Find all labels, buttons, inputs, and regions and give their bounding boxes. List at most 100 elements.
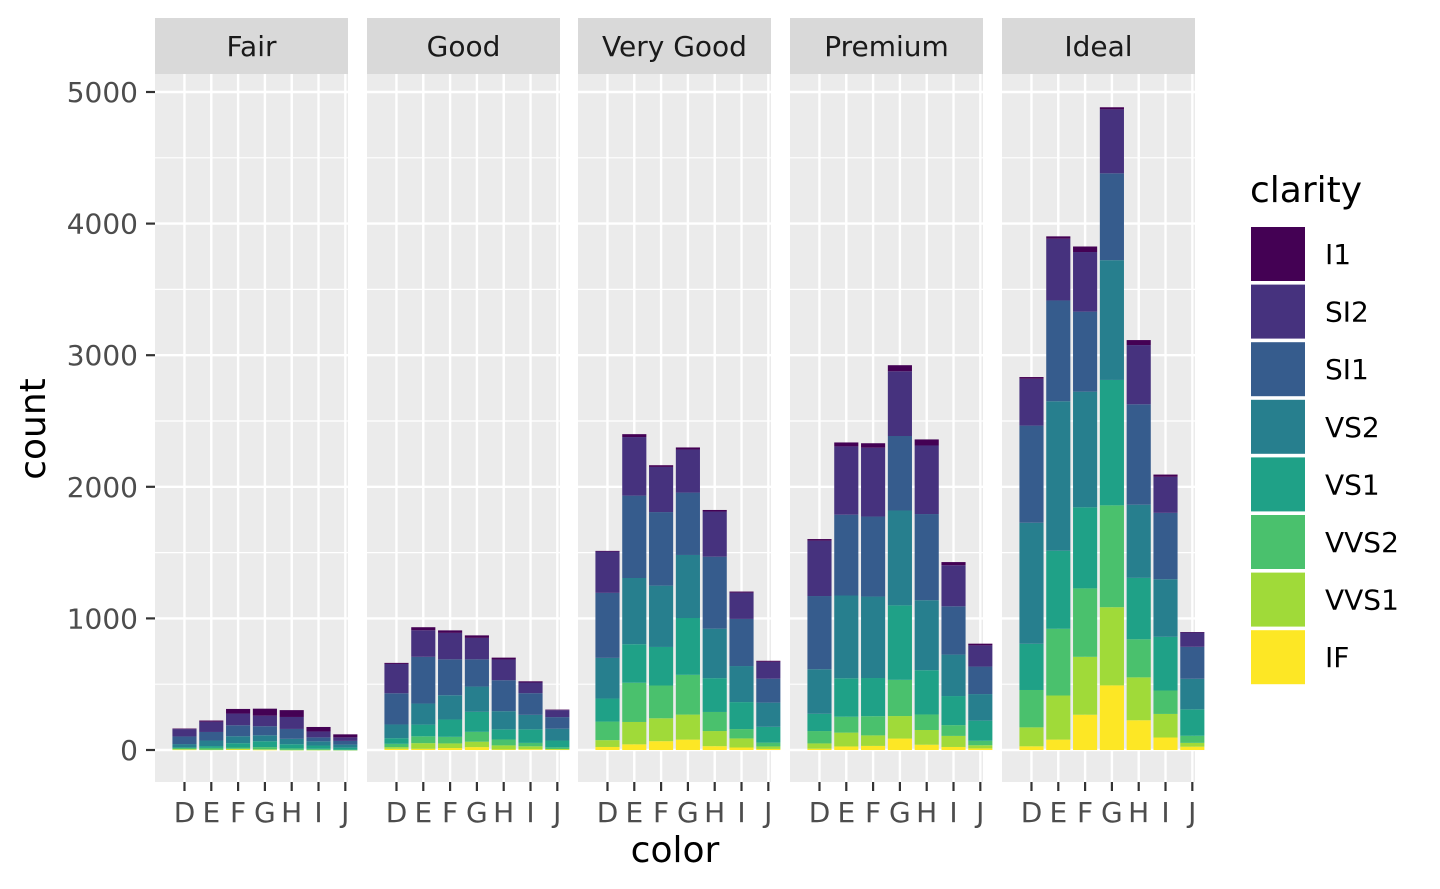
bar-segment-if-d — [1019, 746, 1044, 750]
bar-segment-si1-j — [756, 678, 781, 703]
bar-segment-vs1-d — [172, 747, 197, 749]
bar-segment-vvs2-e — [199, 747, 224, 750]
bar-segment-si2-g — [464, 637, 489, 660]
bar-segment-if-g — [252, 749, 277, 751]
bar-segment-vs1-j — [968, 720, 993, 741]
bar-segment-vs1-f — [438, 719, 463, 737]
bar-segment-vvs1-h — [1126, 677, 1151, 721]
x-tick-label: I — [949, 796, 957, 829]
bar-segment-if-e — [411, 748, 436, 750]
bar-segment-i1-i — [941, 562, 966, 566]
bar-segment-si1-f — [1073, 311, 1098, 392]
bar-segment-si1-h — [702, 556, 727, 629]
bar-segment-vs2-f — [1073, 391, 1098, 508]
facet-panel-fair: Fair D E F G H I J — [155, 18, 358, 829]
bar-segment-vs2-g — [1099, 260, 1124, 380]
bar-segment-i1-d — [384, 662, 409, 664]
bar-segment-i1-f — [861, 443, 886, 448]
bar-segment-vvs1-d — [384, 747, 409, 749]
bar-segment-vs1-j — [545, 740, 570, 748]
bar-segment-vvs1-j — [1180, 742, 1205, 747]
bar-segment-vvs1-i — [518, 746, 543, 750]
bar-segment-vvs2-i — [1153, 690, 1178, 714]
bar-segment-vs1-e — [411, 724, 436, 737]
bar-segment-vvs2-e — [411, 736, 436, 744]
bar-segment-if-h — [702, 746, 727, 750]
bar-segment-if-i — [1153, 737, 1178, 750]
bar-segment-si2-e — [834, 446, 859, 515]
legend-label: VS1 — [1325, 468, 1380, 501]
bar-segment-si1-h — [1126, 404, 1151, 505]
bar-segment-if-e — [1046, 739, 1071, 750]
bar-segment-vvs1-i — [941, 735, 966, 747]
bar-segment-si2-j — [968, 645, 993, 667]
bar-segment-vvs1-e — [199, 749, 224, 751]
bar-segment-si1-i — [1153, 512, 1178, 580]
facet-strip-label: Ideal — [1064, 30, 1132, 63]
bar-segment-si1-f — [649, 512, 674, 586]
bar-segment-vs2-d — [595, 657, 620, 699]
bar-segment-si1-f — [438, 659, 463, 696]
bar-segment-si1-g — [675, 492, 700, 555]
y-tick-label: 4000 — [67, 208, 138, 241]
legend-label: VS2 — [1325, 411, 1380, 444]
facet-panel-very-good: Very Good D E F G H I J — [578, 18, 781, 829]
bar-segment-i1-e — [834, 442, 859, 447]
bar-segment-si1-d — [595, 592, 620, 658]
bar-segment-vs1-g — [1099, 379, 1124, 506]
bar-segment-vvs1-j — [968, 745, 993, 749]
bar-segment-if-d — [595, 746, 620, 750]
bar-segment-i1-e — [1046, 236, 1071, 239]
bar-segment-if-g — [464, 747, 489, 750]
legend-label: IF — [1325, 641, 1349, 674]
bar-segment-vvs2-i — [306, 748, 331, 750]
bar-segment-si2-d — [595, 551, 620, 593]
bar-segment-i1-d — [807, 539, 832, 541]
y-axis: 0 1000 2000 3000 4000 5000 — [67, 76, 155, 767]
bar-segment-i1-g — [464, 635, 489, 638]
legend-key-if — [1251, 630, 1305, 685]
bar-segment-si2-g — [675, 449, 700, 493]
bar-segment-vvs2-g — [252, 747, 277, 750]
bar-segment-i1-d — [1019, 377, 1044, 379]
bar-segment-si2-e — [1046, 238, 1071, 301]
bar-segment-i1-j — [756, 660, 781, 662]
facet-panel-ideal: Ideal D E F G H I J — [1002, 18, 1205, 829]
bar-segment-vs1-h — [702, 678, 727, 712]
bar-segment-vs2-d — [1019, 522, 1044, 644]
x-tick-label: E — [1049, 796, 1067, 829]
bar-segment-vvs2-g — [887, 679, 912, 717]
bar-segment-si1-f — [226, 725, 251, 737]
bar-segment-vvs2-f — [861, 716, 886, 736]
bar-segment-si2-e — [622, 437, 647, 496]
y-tick-label: 0 — [120, 734, 138, 767]
bar-segment-if-i — [941, 746, 966, 750]
bar-segment-vs2-f — [861, 596, 886, 679]
facet-strip — [790, 18, 983, 74]
bar-segment-vs1-e — [1046, 550, 1071, 629]
bar-segment-vs1-g — [887, 605, 912, 680]
bar-segment-si1-j — [968, 666, 993, 695]
bar-segment-vs1-h — [491, 729, 516, 740]
bar-segment-vvs2-f — [1073, 588, 1098, 657]
bar-segment-vs2-h — [491, 711, 516, 730]
bar-segment-vvs1-d — [595, 740, 620, 747]
bar-segment-i1-i — [729, 591, 754, 593]
bar-segment-vs2-h — [1126, 504, 1151, 578]
x-tick-label: G — [1101, 796, 1123, 829]
bar-segment-i1-i — [1153, 474, 1178, 477]
bar-segment-vs1-h — [279, 744, 304, 749]
bar-segment-i1-j — [545, 709, 570, 711]
bar-segment-vvs1-i — [306, 749, 331, 751]
bar-segment-vs1-h — [1126, 577, 1151, 640]
bar-segment-si2-e — [199, 721, 224, 732]
bar-segment-if-e — [834, 746, 859, 750]
bar-segment-vs2-g — [675, 554, 700, 619]
bar-segment-si2-h — [1126, 345, 1151, 405]
bar-segment-vvs1-i — [1153, 713, 1178, 738]
bar-segment-i1-j — [1180, 632, 1205, 633]
x-tick-label: H — [281, 796, 302, 829]
bar-segment-vs2-g — [464, 686, 489, 712]
x-tick-label: D — [809, 796, 831, 829]
bar-segment-vs1-i — [1153, 636, 1178, 691]
